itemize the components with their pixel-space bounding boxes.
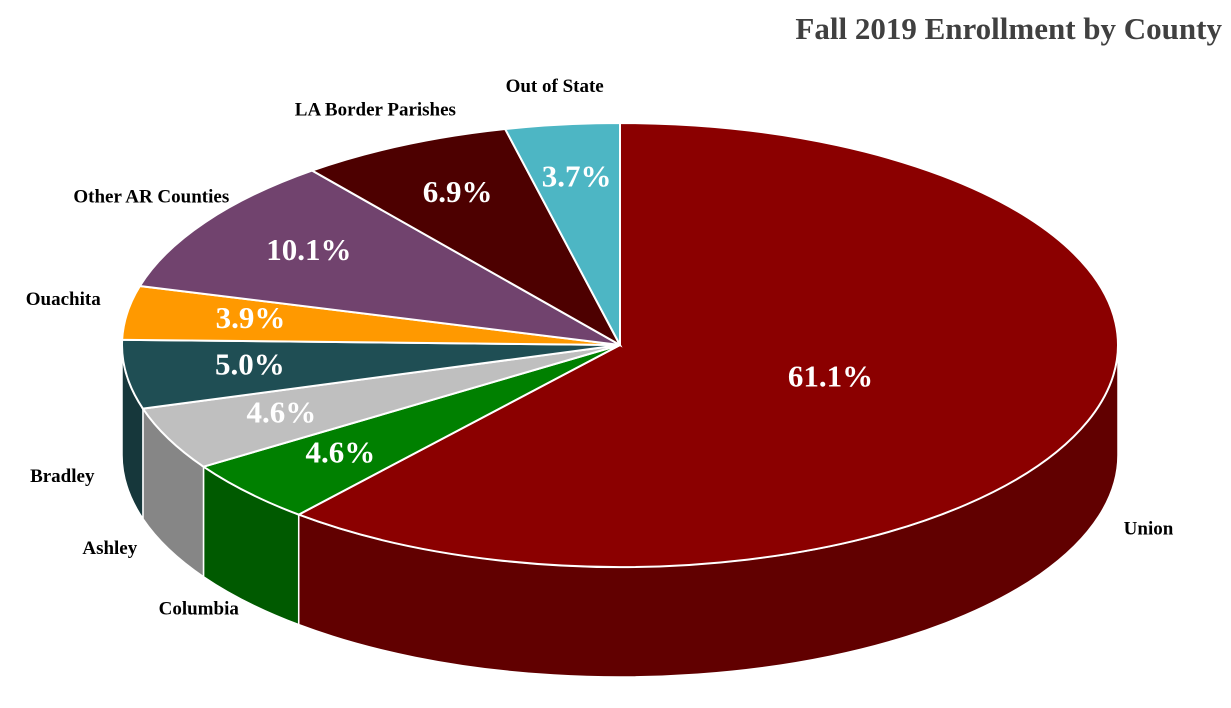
value-label: 3.7% <box>542 159 612 194</box>
slice <box>296 121 1119 568</box>
slice <box>503 121 621 346</box>
value-label: 10.1% <box>266 232 351 267</box>
slice <box>138 169 621 346</box>
value-label: 4.6% <box>306 435 376 470</box>
category-label: Ashley <box>82 538 137 559</box>
value-label: 61.1% <box>788 358 873 393</box>
chart-title: Fall 2019 Enrollment by County <box>795 11 1222 46</box>
value-label: 5.0% <box>215 346 285 381</box>
category-label: Bradley <box>30 466 95 487</box>
value-label: 3.9% <box>216 300 286 335</box>
slice <box>121 338 621 410</box>
slice <box>309 127 623 348</box>
value-label: 4.6% <box>246 394 316 429</box>
category-label: Out of State <box>506 76 604 97</box>
category-label: Union <box>1124 519 1174 540</box>
value-label: 6.9% <box>423 174 493 209</box>
category-label: Columbia <box>159 599 240 620</box>
category-label: Other AR Counties <box>73 187 229 208</box>
category-label: LA Border Parishes <box>295 99 456 120</box>
category-label: Ouachita <box>26 289 101 310</box>
